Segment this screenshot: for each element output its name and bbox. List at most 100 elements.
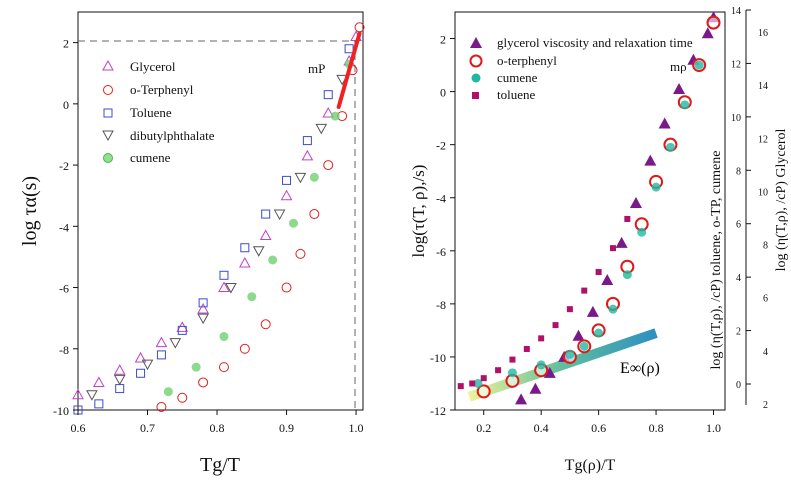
inner-tick-label: 10	[731, 113, 741, 124]
inner-tick-label: 4	[736, 273, 741, 284]
legend-item-toluene: toluene	[472, 87, 535, 102]
right-series-0-point	[572, 329, 585, 341]
right-series-3-point	[523, 345, 530, 352]
y-tick-label: -8	[436, 298, 446, 312]
right-series-3-point	[469, 380, 476, 387]
left-y-ticks: -10 -8 -6 -4 -2 0 2	[53, 37, 78, 418]
left-series-0-point	[259, 229, 272, 240]
left-data-marks	[72, 22, 365, 415]
left-series-2-point	[94, 399, 104, 409]
right-outer-y-ticks: 2 4 6 8 10 12 14 16	[758, 28, 768, 411]
x-tick-label: 0.7	[140, 421, 155, 435]
left-series-3-point	[273, 209, 286, 221]
right-series-3-point	[480, 375, 487, 382]
right-series-2-point	[565, 349, 575, 359]
right-series-3-point	[509, 356, 516, 363]
inner-tick-label: 2	[736, 327, 741, 338]
legend-item-o-terphenyl: o-Terphenyl	[103, 82, 194, 97]
legend-item-toluene: Toluene	[103, 105, 172, 120]
x-tick-label: 0.9	[279, 421, 294, 435]
left-series-1-point	[295, 248, 306, 259]
x-tick-label: 0.6	[591, 421, 606, 435]
right-series-2-point	[637, 227, 647, 237]
right-series-3-point	[566, 306, 573, 313]
legend-label: Glycerol	[130, 59, 176, 74]
left-series-4-point	[163, 387, 173, 397]
right-plot-frame	[454, 11, 726, 411]
left-series-0-point	[113, 364, 126, 375]
right-series-2-point	[594, 328, 604, 338]
outer-tick-label: 10	[758, 187, 768, 198]
right-data-marks	[457, 11, 721, 405]
left-series-0-point	[93, 376, 105, 387]
left-series-4-point	[330, 111, 340, 121]
left-series-2-point	[115, 384, 125, 394]
right-y-axis-title: log(τ(T, ρ),/s)	[409, 165, 428, 258]
right-series-2-point	[579, 341, 589, 351]
outer-tick-label: 6	[763, 294, 768, 305]
x-tick-label: 0.2	[476, 421, 491, 435]
y-tick-label: -4	[436, 192, 446, 206]
legend-circle-filled-icon	[103, 153, 113, 163]
left-series-2-point	[344, 44, 354, 54]
left-series-1-point	[239, 343, 250, 354]
left-x-ticks: 0.6 0.7 0.8 0.9 1.0	[71, 410, 364, 435]
left-series-1-point	[218, 362, 229, 373]
legend-item-cumene: cumene	[103, 150, 171, 165]
right-series-2-point	[694, 60, 704, 70]
y-tick-label: -6	[436, 245, 446, 259]
left-series-1-point	[260, 319, 271, 330]
right-x-axis-title: Tg(ρ)/T	[565, 457, 616, 474]
right-legend: glycerol viscosity and relaxation time o…	[469, 35, 693, 102]
legend-item-o-terphenyl: o-terphenyl	[469, 53, 557, 68]
left-series-0-point	[197, 302, 209, 314]
x-tick-label: 0.4	[534, 421, 549, 435]
left-chart: mP 0.6 0.7 0.8 0.9 1.0 -10 -8 -6 -4 -2 0 2 Glycero…	[19, 11, 365, 476]
legend-label: cumene	[130, 150, 171, 165]
outer-tick-label: 4	[763, 347, 768, 358]
inner-tick-label: 8	[736, 166, 741, 177]
legend-item-glycerol: Glycerol	[102, 59, 176, 74]
x-tick-label: 0.8	[649, 421, 664, 435]
inner-tick-label: 12	[731, 59, 741, 70]
y-tick-label: 2	[63, 37, 69, 51]
right-series-1-point	[706, 15, 721, 30]
left-series-2-point	[219, 270, 229, 280]
left-series-4-point	[268, 255, 278, 265]
left-legend: Glycerol o-Terphenyl Toluene dibutylphth…	[102, 59, 215, 165]
left-series-0-point	[218, 281, 230, 293]
left-series-0-point	[238, 257, 251, 268]
x-tick-label: 0.8	[210, 421, 225, 435]
left-series-2-point	[302, 136, 312, 146]
outer-tick-label: 8	[763, 241, 768, 252]
left-series-3-point	[294, 172, 307, 184]
legend-square-icon	[103, 108, 113, 118]
right-series-0-point	[673, 82, 686, 94]
left-series-0-point	[280, 189, 293, 201]
legend-circle-filled-icon	[471, 73, 481, 83]
legend-triangle-down-icon	[102, 130, 114, 142]
left-series-2-point	[177, 325, 187, 335]
left-series-2-point	[323, 90, 333, 100]
left-plot-frame	[77, 11, 364, 411]
x-tick-label: 0.6	[71, 421, 86, 435]
y-tick-label: -12	[430, 404, 446, 418]
left-series-1-point	[177, 392, 188, 403]
left-y-axis-title: log τα(s)	[19, 176, 41, 246]
legend-label: Toluene	[130, 105, 172, 120]
right-series-3-point	[595, 269, 602, 276]
e-infinity-band	[467, 328, 658, 402]
y-tick-label: -4	[59, 220, 69, 234]
left-series-0-point	[155, 336, 168, 348]
right-series-0-point	[644, 154, 657, 166]
legend-label: dibutylphthalate	[130, 128, 215, 143]
right-series-3-point	[552, 322, 559, 329]
right-series-0-point	[543, 366, 556, 378]
left-series-2-point	[198, 298, 208, 308]
y-tick-label: 0	[440, 86, 446, 100]
legend-label: glycerol viscosity and relaxation time	[497, 35, 693, 50]
right-series-0-point	[615, 236, 628, 248]
left-series-0-point	[72, 388, 84, 400]
left-series-3-point	[252, 246, 265, 257]
inner-tick-label: 14	[731, 6, 741, 17]
